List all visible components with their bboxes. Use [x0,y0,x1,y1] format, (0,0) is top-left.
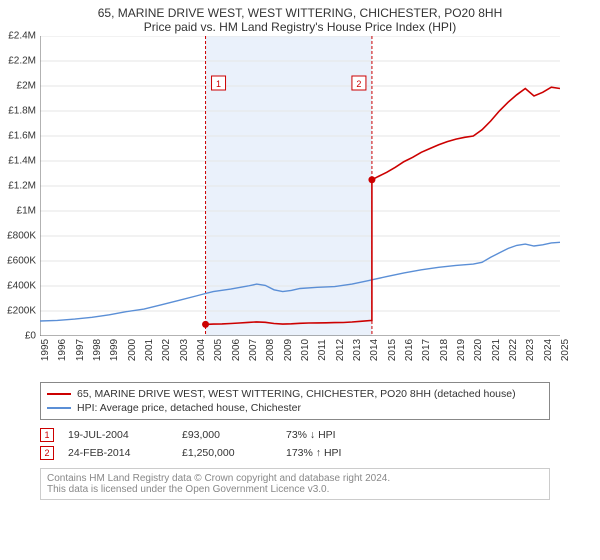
x-tick-label: 2000 [127,339,138,361]
x-tick-label: 2012 [335,339,346,361]
x-tick-label: 2024 [543,339,554,361]
event-date: 19-JUL-2004 [68,429,168,441]
y-tick-label: £0 [25,331,36,342]
y-tick-label: £1M [17,206,36,217]
y-tick-label: £2M [17,81,36,92]
legend-label: HPI: Average price, detached house, Chic… [77,402,301,414]
title-line-1: 65, MARINE DRIVE WEST, WEST WITTERING, C… [8,6,592,20]
x-tick-label: 2021 [491,339,502,361]
event-row: 2 24-FEB-2014 £1,250,000 173% ↑ HPI [40,444,550,462]
event-price: £93,000 [182,429,272,441]
chart-titles: 65, MARINE DRIVE WEST, WEST WITTERING, C… [0,0,600,36]
legend-swatch [47,407,71,409]
y-axis-labels: £0£200K£400K£600K£800K£1M£1.2M£1.4M£1.6M… [0,36,38,336]
y-tick-label: £2.2M [8,56,36,67]
x-tick-label: 2025 [560,339,571,361]
y-tick-label: £1.4M [8,156,36,167]
footer-attribution: Contains HM Land Registry data © Crown c… [40,468,550,500]
x-tick-label: 2020 [473,339,484,361]
y-tick-label: £1.2M [8,181,36,192]
title-line-2: Price paid vs. HM Land Registry's House … [8,20,592,34]
x-tick-label: 2019 [456,339,467,361]
x-tick-label: 2011 [317,339,328,361]
footer-line-1: Contains HM Land Registry data © Crown c… [47,473,543,484]
x-axis-labels: 1995 1996 1997 1998 1999 2000 2001 2002 2003 2004… [40,336,560,376]
y-tick-label: £600K [7,256,36,267]
legend-row: 65, MARINE DRIVE WEST, WEST WITTERING, C… [47,387,543,401]
event-row: 1 19-JUL-2004 £93,000 73% ↓ HPI [40,426,550,444]
x-tick-label: 2002 [161,339,172,361]
y-tick-label: £2.4M [8,31,36,42]
chart-plot-area: £0£200K£400K£600K£800K£1M£1.2M£1.4M£1.6M… [40,36,600,376]
legend-label: 65, MARINE DRIVE WEST, WEST WITTERING, C… [77,388,516,400]
x-tick-label: 1999 [109,339,120,361]
x-tick-label: 2014 [369,339,380,361]
event-marker: 1 [40,428,54,442]
svg-text:1: 1 [216,79,221,89]
x-tick-label: 2007 [248,339,259,361]
x-tick-label: 2017 [421,339,432,361]
legend: 65, MARINE DRIVE WEST, WEST WITTERING, C… [40,382,550,420]
x-tick-label: 2018 [439,339,450,361]
event-date: 24-FEB-2014 [68,447,168,459]
x-tick-label: 2023 [525,339,536,361]
chart-svg: 12 [40,36,560,336]
x-tick-label: 2009 [283,339,294,361]
y-tick-label: £200K [7,306,36,317]
x-tick-label: 2015 [387,339,398,361]
x-tick-label: 2022 [508,339,519,361]
y-tick-label: £400K [7,281,36,292]
x-tick-label: 2001 [144,339,155,361]
event-price: £1,250,000 [182,447,272,459]
event-diff: 173% ↑ HPI [286,447,376,459]
svg-text:2: 2 [356,79,361,89]
y-tick-label: £1.8M [8,106,36,117]
x-tick-label: 2008 [265,339,276,361]
x-tick-label: 2006 [231,339,242,361]
x-tick-label: 2016 [404,339,415,361]
x-tick-label: 2010 [300,339,311,361]
event-diff: 73% ↓ HPI [286,429,376,441]
events-table: 1 19-JUL-2004 £93,000 73% ↓ HPI 2 24-FEB-2014… [40,426,550,462]
x-tick-label: 1995 [40,339,51,361]
x-tick-label: 2004 [196,339,207,361]
x-tick-label: 1997 [75,339,86,361]
x-tick-label: 1998 [92,339,103,361]
event-marker: 2 [40,446,54,460]
chart-container: 65, MARINE DRIVE WEST, WEST WITTERING, C… [0,0,600,500]
y-tick-label: £1.6M [8,131,36,142]
x-tick-label: 2005 [213,339,224,361]
y-tick-label: £800K [7,231,36,242]
legend-row: HPI: Average price, detached house, Chic… [47,401,543,415]
footer-line-2: This data is licensed under the Open Gov… [47,484,543,495]
x-tick-label: 2003 [179,339,190,361]
x-tick-label: 2013 [352,339,363,361]
x-tick-label: 1996 [57,339,68,361]
legend-swatch [47,393,71,395]
